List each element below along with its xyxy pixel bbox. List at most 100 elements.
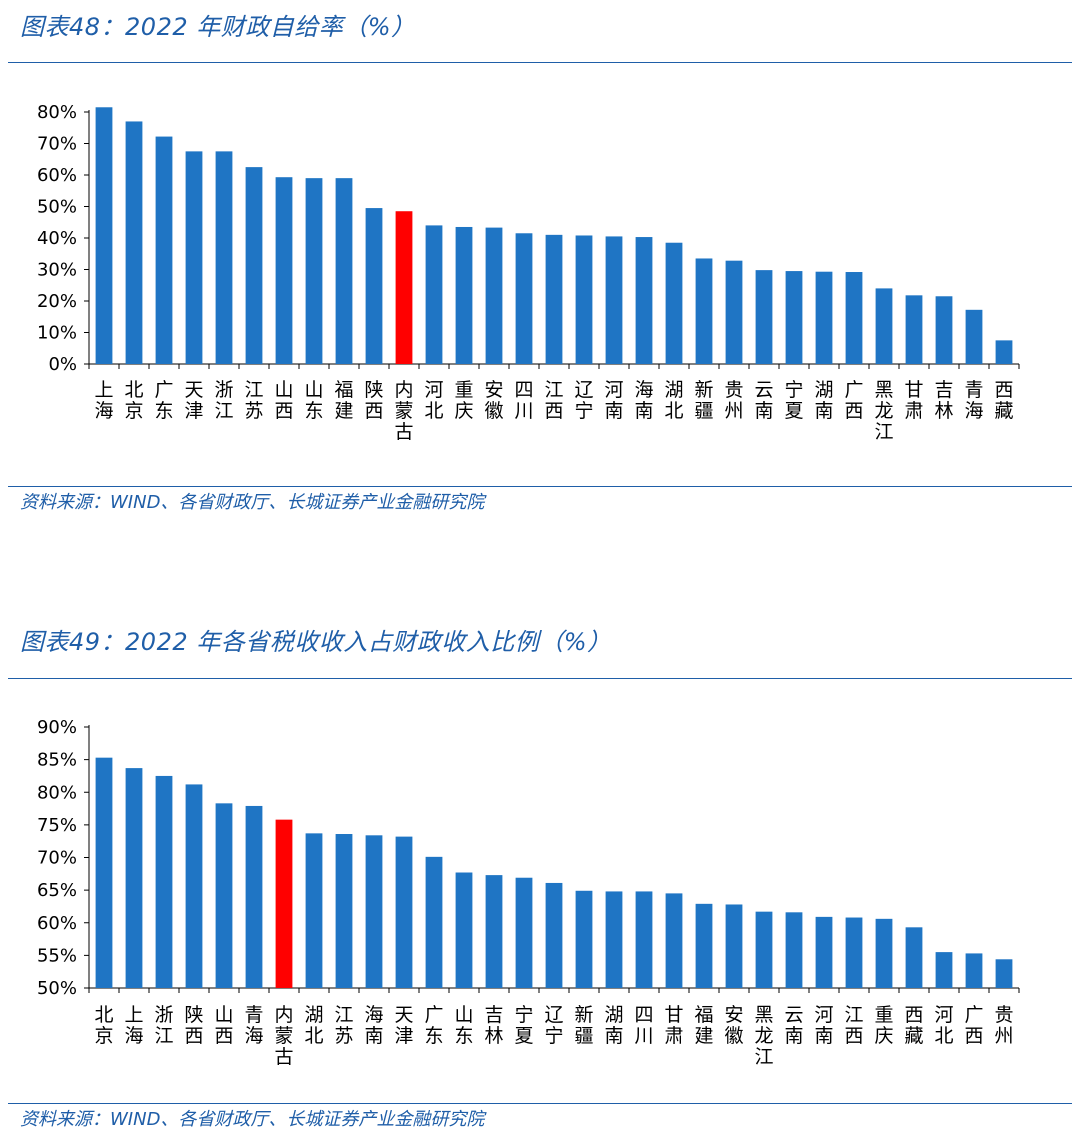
bar: [95, 757, 113, 988]
bar: [875, 288, 893, 364]
bar: [665, 893, 683, 988]
bar: [725, 260, 743, 364]
x-category-label: 江苏: [334, 1004, 353, 1047]
bar: [785, 912, 803, 988]
x-category-label: 广东: [154, 379, 173, 422]
bar: [875, 918, 893, 988]
x-category-label: 贵州: [724, 379, 743, 422]
bar: [905, 295, 923, 364]
x-category-label: 上海: [124, 1004, 143, 1047]
x-category-label: 内蒙古: [394, 379, 413, 443]
bar: [155, 136, 173, 364]
bar: [545, 882, 563, 988]
x-category-label: 重庆: [454, 379, 473, 422]
bar: [245, 167, 263, 364]
x-category-label: 四川: [514, 379, 533, 422]
x-category-label: 江西: [544, 379, 563, 422]
y-tick-label: 40%: [37, 228, 77, 249]
bar: [95, 107, 113, 365]
chart2-title-rule: [8, 678, 1072, 679]
y-tick-label: 65%: [37, 880, 77, 901]
bar: [545, 234, 563, 364]
x-category-label: 江西: [844, 1004, 863, 1047]
chart2-source-rule: [8, 1103, 1072, 1104]
bar: [605, 236, 623, 364]
bar: [365, 835, 383, 988]
bar: [995, 340, 1013, 364]
x-category-label: 青海: [244, 1004, 263, 1047]
bar: [905, 927, 923, 988]
x-category-label: 吉林: [934, 379, 953, 422]
x-category-label: 安徽: [724, 1004, 743, 1047]
bar: [395, 211, 413, 364]
x-category-label: 四川: [634, 1004, 653, 1047]
x-category-label: 北京: [124, 379, 143, 422]
bar: [335, 178, 353, 364]
bar: [635, 237, 653, 364]
bar: [635, 891, 653, 988]
bar: [185, 784, 203, 988]
bar: [395, 836, 413, 988]
x-category-label: 陕西: [364, 379, 383, 422]
bar: [665, 242, 683, 364]
x-category-label: 重庆: [874, 1004, 893, 1047]
x-category-label: 宁夏: [514, 1004, 533, 1047]
bar: [215, 151, 233, 364]
x-category-label: 新疆: [694, 379, 713, 422]
x-category-label: 福建: [694, 1004, 713, 1047]
chart2-source: 资料来源：WIND、各省财政厅、长城证券产业金融研究院: [20, 1109, 485, 1130]
chart1-svg: 0% 10% 20% 30% 40% 50% 60% 70% 80% 上海北京广东天津浙江江苏山西…: [37, 102, 1020, 443]
bar: [965, 309, 983, 364]
bar: [695, 258, 713, 364]
x-category-label: 浙江: [214, 379, 233, 422]
bar: [485, 227, 503, 364]
x-category-label: 青海: [964, 379, 983, 422]
chart2-svg: 50% 55% 60% 65% 70% 75% 80% 85% 90% 北京上海浙江陕西山西青海内…: [37, 717, 1020, 1068]
chart1-title: 图表48：2022 年财政自给率（%）: [20, 13, 416, 41]
x-category-label: 山东: [454, 1004, 473, 1047]
y-tick-label: 10%: [37, 323, 77, 344]
bar: [695, 903, 713, 988]
bar: [845, 272, 863, 364]
x-category-label: 西藏: [904, 1004, 923, 1047]
bar: [965, 953, 983, 988]
x-category-label: 吉林: [484, 1004, 503, 1047]
bar: [275, 177, 293, 364]
y-tick-label: 70%: [37, 134, 77, 155]
x-category-label: 海南: [364, 1004, 383, 1047]
bar: [425, 225, 443, 364]
y-tick-label: 60%: [37, 913, 77, 934]
y-tick-label: 50%: [37, 978, 77, 999]
bar: [755, 911, 773, 988]
x-category-label: 湖北: [664, 379, 683, 422]
x-category-label: 福建: [334, 379, 353, 422]
x-category-label: 天津: [394, 1004, 413, 1047]
x-category-label: 湖南: [604, 1004, 623, 1047]
y-tick-label: 80%: [37, 782, 77, 803]
bar: [455, 872, 473, 988]
chart2-title: 图表49：2022 年各省税收收入占财政收入比例（%）: [20, 628, 612, 656]
y-tick-label: 70%: [37, 848, 77, 869]
x-category-label: 河南: [814, 1004, 833, 1047]
y-tick-label: 30%: [37, 260, 77, 281]
x-category-label: 河北: [934, 1004, 953, 1047]
x-category-label: 山西: [274, 379, 293, 422]
bar: [785, 271, 803, 364]
bar: [275, 819, 293, 988]
x-category-label: 安徽: [484, 379, 503, 422]
x-category-label: 甘肃: [664, 1004, 683, 1047]
y-tick-label: 55%: [37, 945, 77, 966]
x-category-label: 黑龙江: [874, 379, 893, 443]
x-category-label: 辽宁: [544, 1004, 563, 1047]
y-tick-label: 20%: [37, 291, 77, 312]
y-tick-label: 60%: [37, 165, 77, 186]
chart1-source: 资料来源：WIND、各省财政厅、长城证券产业金融研究院: [20, 492, 485, 513]
bar: [125, 121, 143, 364]
bar: [305, 833, 323, 988]
bar: [935, 952, 953, 988]
bar: [245, 805, 263, 988]
y-tick-label: 90%: [37, 717, 77, 738]
x-category-label: 天津: [184, 379, 203, 422]
bar: [155, 775, 173, 988]
bar: [215, 803, 233, 988]
